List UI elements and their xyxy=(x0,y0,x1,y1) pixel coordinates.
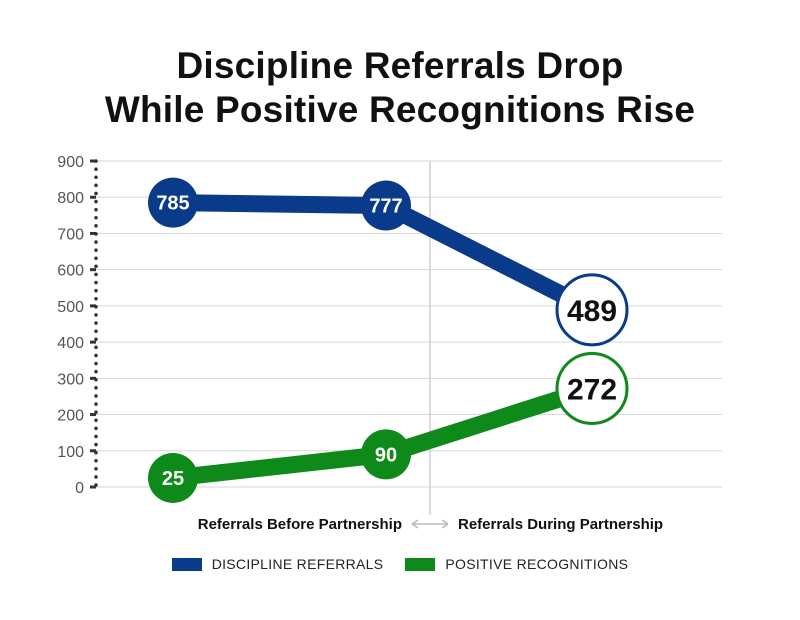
series-0-label-1: 777 xyxy=(369,196,402,218)
legend-item-positive: POSITIVE RECOGNITIONS xyxy=(405,556,628,572)
x-group-label-before: Referrals Before Partnership xyxy=(198,516,402,533)
y-tick-label-700: 700 xyxy=(57,226,84,243)
legend-swatch-positive xyxy=(405,557,436,571)
y-tick-label-200: 200 xyxy=(57,408,84,425)
group-arrow-left-head xyxy=(411,519,419,529)
y-tick-label-100: 100 xyxy=(57,444,84,461)
legend-label-positive: POSITIVE RECOGNITIONS xyxy=(445,556,629,572)
series-1-label-0: 25 xyxy=(162,468,184,490)
legend-swatch-discipline xyxy=(171,557,202,571)
legend: DISCIPLINE REFERRALS POSITIVE RECOGNITIO… xyxy=(0,556,800,572)
series-0-point-1 xyxy=(361,180,411,231)
y-tick-label-800: 800 xyxy=(57,190,84,207)
y-tick-label-0: 0 xyxy=(75,480,84,497)
series-1-point-1 xyxy=(361,429,411,480)
series-1-label-2: 272 xyxy=(567,373,617,406)
x-group-label-during: Referrals During Partnership xyxy=(458,516,663,533)
series-0-point-2 xyxy=(555,273,629,347)
series-1-point-2 xyxy=(555,351,629,425)
chart-title: Discipline Referrals Drop While Positive… xyxy=(0,44,800,132)
y-tick-label-500: 500 xyxy=(57,299,84,316)
y-tick-label-400: 400 xyxy=(57,335,84,352)
series-1-point-0 xyxy=(148,452,198,503)
y-tick-label-600: 600 xyxy=(57,263,84,280)
group-arrow-right-head xyxy=(441,519,449,529)
series-1-label-1: 90 xyxy=(375,444,397,466)
y-tick-label-300: 300 xyxy=(57,371,84,388)
chart-title-line-2: While Positive Recognitions Rise xyxy=(104,89,696,130)
legend-label-discipline: DISCIPLINE REFERRALS xyxy=(211,556,384,572)
series-0-point-0 xyxy=(148,177,198,228)
legend-item-discipline: DISCIPLINE REFERRALS xyxy=(171,556,384,572)
series-0-label-0: 785 xyxy=(156,193,189,215)
series-0-label-2: 489 xyxy=(567,295,617,328)
y-tick-label-900: 900 xyxy=(57,154,84,171)
chart-title-line-1: Discipline Referrals Drop xyxy=(176,45,624,86)
